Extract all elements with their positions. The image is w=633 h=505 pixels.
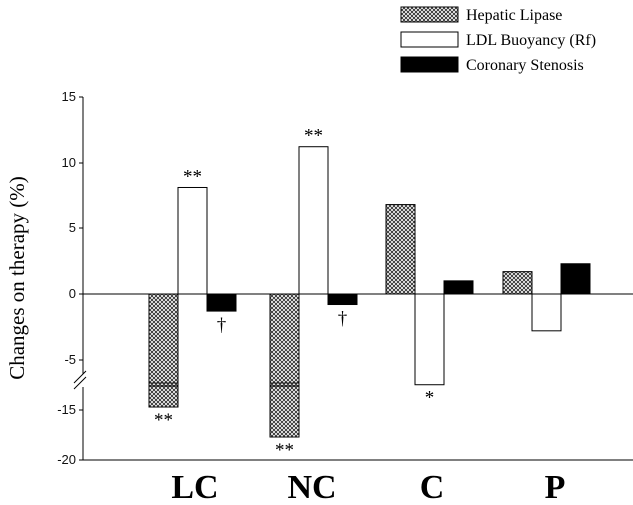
- bar-hepatic-lipase-c: [385, 204, 416, 295]
- bar-ldl-buoyancy-rf-p: [531, 293, 562, 332]
- y-tick-label: 5: [69, 220, 76, 235]
- legend-swatch-coronary-stenosis: [400, 56, 459, 73]
- legend-swatch-hepatic-lipase: [400, 6, 459, 23]
- legend-label-coronary-stenosis: Coronary Stenosis: [466, 57, 584, 74]
- legend-item-hepatic-lipase: Hepatic Lipase: [400, 6, 562, 24]
- significance-mark: **: [275, 440, 294, 461]
- x-category-label: P: [545, 469, 566, 505]
- y-tick-label: 15: [62, 89, 76, 104]
- y-tick-label: 0: [69, 286, 76, 301]
- bar-coronary-stenosis-lc: [206, 293, 237, 312]
- legend-item-coronary-stenosis: Coronary Stenosis: [400, 56, 584, 74]
- legend-label-ldl-buoyancy: LDL Buoyancy (Rf): [466, 32, 596, 49]
- legend: Hepatic Lipase LDL Buoyancy (Rf) Coronar…: [400, 6, 596, 74]
- bar-ldl-buoyancy-rf-c: [414, 293, 445, 386]
- legend-swatch-ldl-buoyancy: [400, 31, 459, 48]
- significance-mark: †: [217, 315, 227, 336]
- bar-hepatic-lipase-nc: [269, 293, 300, 438]
- bar-coronary-stenosis-c: [443, 280, 474, 295]
- bar-ldl-buoyancy-rf-lc: [177, 186, 208, 295]
- significance-mark: **: [183, 166, 202, 187]
- axis-break-mark: [73, 370, 87, 390]
- x-category-label: LC: [171, 469, 218, 505]
- x-category-label: C: [420, 469, 445, 505]
- significance-mark: †: [338, 309, 348, 330]
- y-tick-label: -5: [64, 352, 76, 367]
- significance-mark: **: [154, 410, 173, 431]
- x-category-labels: LC NC C P: [171, 469, 565, 505]
- y-ticks: 15 10 5 0 -5 -15 -20: [57, 89, 83, 467]
- y-tick-label: -20: [57, 452, 76, 467]
- bar-coronary-stenosis-nc: [327, 293, 358, 306]
- bar-hepatic-lipase-p: [502, 271, 533, 295]
- significance-marks: *********† †: [154, 126, 434, 461]
- bar-coronary-stenosis-p: [560, 263, 591, 295]
- bar-ldl-buoyancy-rf-nc: [298, 146, 329, 295]
- x-category-label: NC: [287, 469, 336, 505]
- legend-item-ldl-buoyancy: LDL Buoyancy (Rf): [400, 31, 596, 49]
- bars: [148, 146, 591, 438]
- y-axis-label: Changes on therapy (%): [5, 176, 29, 380]
- y-tick-label: -15: [57, 402, 76, 417]
- significance-mark: **: [304, 126, 323, 147]
- bar-hepatic-lipase-lc: [148, 293, 179, 408]
- legend-label-hepatic-lipase: Hepatic Lipase: [466, 7, 562, 24]
- significance-mark: *: [425, 388, 435, 409]
- y-tick-label: 10: [62, 155, 76, 170]
